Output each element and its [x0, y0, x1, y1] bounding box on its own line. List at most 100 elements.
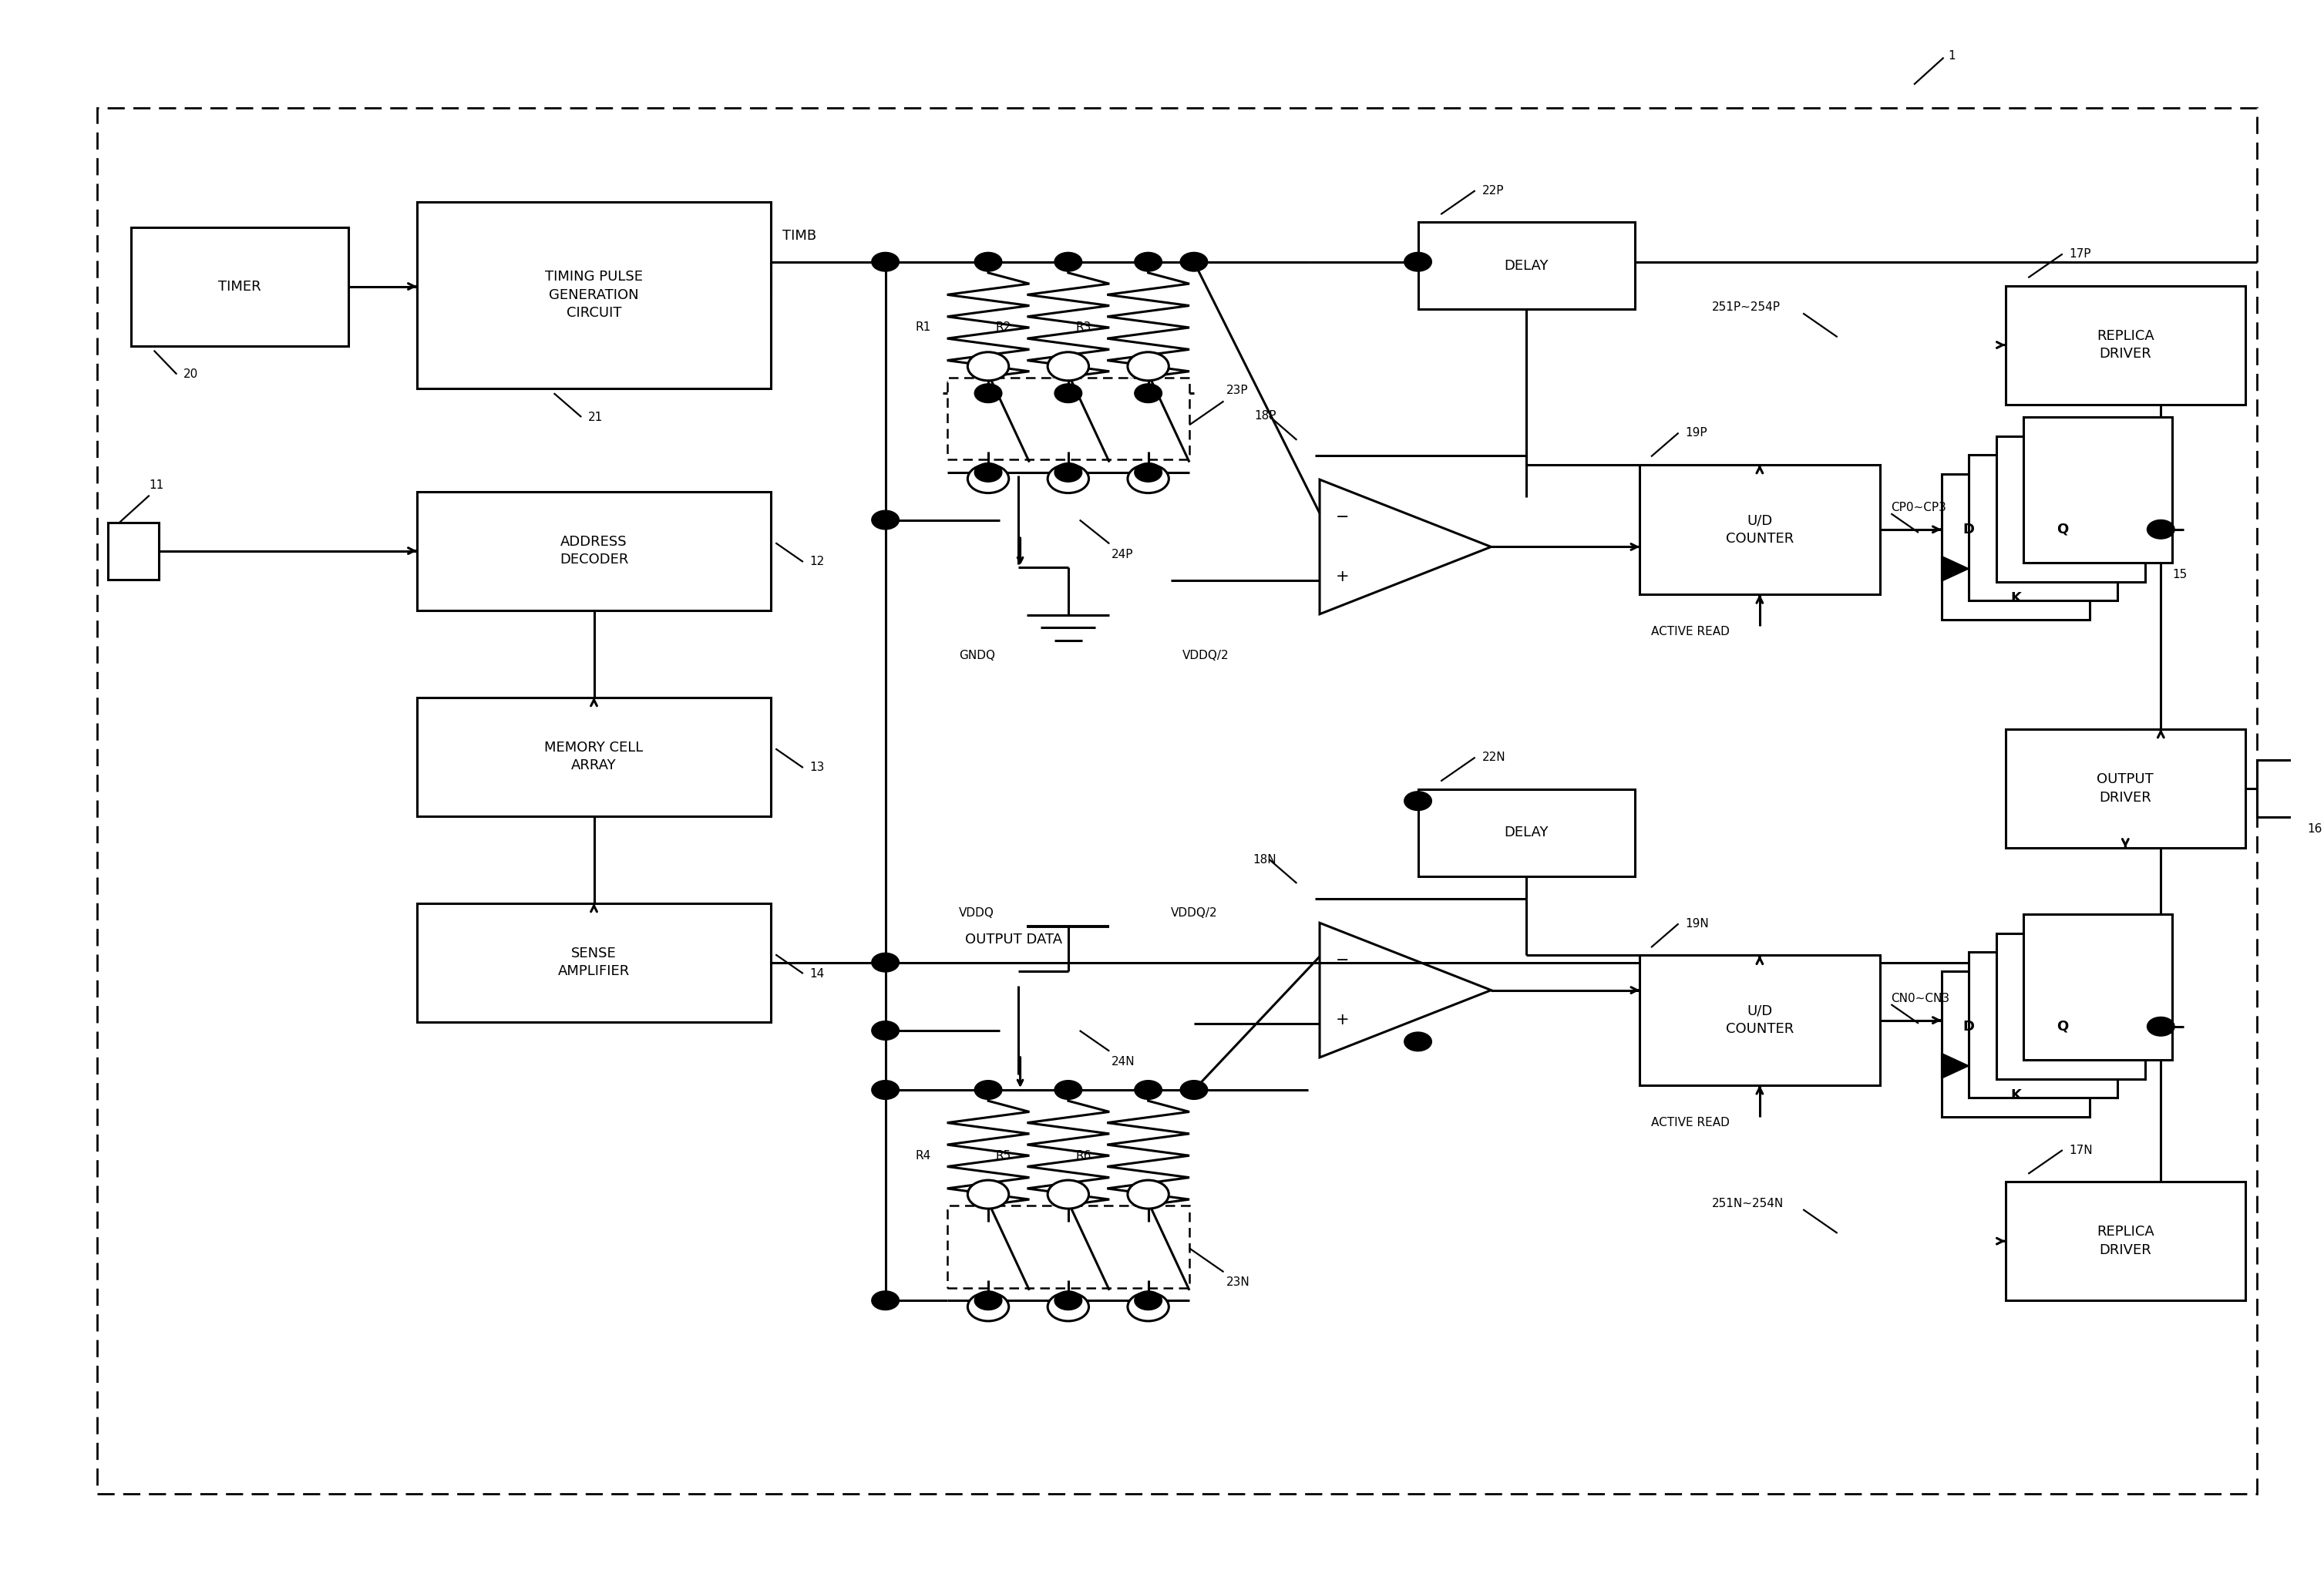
- Text: 17P: 17P: [2068, 249, 2092, 260]
- Bar: [98, 108, 2257, 1494]
- Bar: [1996, 932, 2145, 1079]
- Text: D: D: [1964, 1020, 1975, 1033]
- Text: MEMORY CELL
ARRAY: MEMORY CELL ARRAY: [544, 741, 644, 773]
- Text: +: +: [1336, 569, 1350, 583]
- Text: 23N: 23N: [1227, 1277, 1250, 1288]
- Circle shape: [1048, 464, 1090, 493]
- Text: TIMB: TIMB: [783, 230, 816, 242]
- Text: ACTIVE READ: ACTIVE READ: [1650, 1117, 1729, 1129]
- Text: −: −: [1336, 510, 1350, 524]
- Text: 16: 16: [2308, 823, 2322, 835]
- Circle shape: [974, 384, 1002, 403]
- Text: TIMING PULSE
GENERATION
CIRCUIT: TIMING PULSE GENERATION CIRCUIT: [546, 269, 644, 320]
- Circle shape: [872, 1022, 899, 1039]
- Circle shape: [1134, 1291, 1162, 1310]
- Circle shape: [1134, 384, 1162, 403]
- Text: U/D
COUNTER: U/D COUNTER: [1727, 1004, 1794, 1036]
- Bar: [2006, 1181, 2245, 1301]
- Circle shape: [967, 1180, 1009, 1208]
- Circle shape: [1404, 1033, 1432, 1050]
- Text: 24P: 24P: [1111, 548, 1134, 559]
- Text: +: +: [1336, 1012, 1350, 1028]
- Text: R1: R1: [916, 322, 932, 333]
- Text: VDDQ: VDDQ: [960, 907, 995, 918]
- Bar: [109, 523, 158, 579]
- Text: TIMER: TIMER: [218, 279, 260, 293]
- Circle shape: [1127, 352, 1169, 381]
- Bar: [1968, 454, 2117, 601]
- Circle shape: [1055, 1291, 1083, 1310]
- Text: GNDQ: GNDQ: [960, 650, 995, 662]
- Bar: [1996, 437, 2145, 582]
- Text: 18P: 18P: [1255, 410, 1276, 422]
- Circle shape: [1127, 1293, 1169, 1321]
- Text: R3: R3: [1076, 322, 1090, 333]
- Circle shape: [1055, 462, 1083, 481]
- Text: ADDRESS
DECODER: ADDRESS DECODER: [560, 534, 627, 567]
- Bar: [2024, 418, 2173, 563]
- Text: K: K: [2010, 591, 2022, 604]
- Bar: [1641, 464, 1880, 595]
- Text: U/D
COUNTER: U/D COUNTER: [1727, 513, 1794, 545]
- Text: 251P∼254P: 251P∼254P: [1713, 301, 1780, 314]
- Text: REPLICA
DRIVER: REPLICA DRIVER: [2096, 1226, 2154, 1258]
- Circle shape: [872, 510, 899, 529]
- Text: DELAY: DELAY: [1504, 826, 1548, 840]
- Polygon shape: [1941, 1054, 1968, 1079]
- Circle shape: [974, 462, 1002, 481]
- Bar: [1941, 473, 2089, 620]
- Circle shape: [1048, 352, 1090, 381]
- Circle shape: [1404, 792, 1432, 810]
- Circle shape: [1127, 1180, 1169, 1208]
- Text: 17N: 17N: [2068, 1144, 2094, 1156]
- Circle shape: [1134, 462, 1162, 481]
- Text: OUTPUT DATA: OUTPUT DATA: [964, 932, 1062, 947]
- Circle shape: [1048, 1180, 1090, 1208]
- Circle shape: [1055, 1081, 1083, 1100]
- Circle shape: [967, 464, 1009, 493]
- Circle shape: [872, 1291, 899, 1310]
- Text: 18N: 18N: [1253, 854, 1276, 866]
- Text: VDDQ/2: VDDQ/2: [1183, 650, 1229, 662]
- Circle shape: [967, 1293, 1009, 1321]
- Bar: [1641, 955, 1880, 1086]
- Text: 23P: 23P: [1227, 384, 1248, 397]
- Text: CN0∼CN3: CN0∼CN3: [1892, 993, 1950, 1004]
- Circle shape: [974, 252, 1002, 271]
- Text: 20: 20: [184, 368, 198, 379]
- Text: R4: R4: [916, 1149, 932, 1162]
- Circle shape: [1181, 252, 1208, 271]
- Circle shape: [872, 252, 899, 271]
- Bar: [1941, 971, 2089, 1117]
- Circle shape: [2147, 1017, 2175, 1036]
- Text: 21: 21: [588, 411, 602, 422]
- Bar: [948, 378, 1190, 459]
- Text: Q: Q: [2057, 1020, 2068, 1033]
- Text: 19N: 19N: [1685, 918, 1708, 929]
- Text: K: K: [2010, 1089, 2022, 1101]
- Text: D: D: [1964, 523, 1975, 536]
- Circle shape: [1404, 252, 1432, 271]
- Circle shape: [2147, 520, 2175, 539]
- Text: 22P: 22P: [1483, 185, 1504, 196]
- Circle shape: [872, 953, 899, 972]
- Bar: [416, 202, 772, 389]
- Text: 12: 12: [811, 556, 825, 567]
- Text: −: −: [1336, 953, 1350, 968]
- Bar: [948, 1205, 1190, 1288]
- Text: VDDQ/2: VDDQ/2: [1171, 907, 1218, 918]
- Bar: [2006, 285, 2245, 405]
- Text: R5: R5: [995, 1149, 1011, 1162]
- Circle shape: [1055, 252, 1083, 271]
- Circle shape: [872, 1081, 899, 1100]
- Circle shape: [974, 1081, 1002, 1100]
- Bar: [1418, 222, 1636, 309]
- Circle shape: [1127, 464, 1169, 493]
- Bar: [130, 226, 349, 346]
- Text: 19P: 19P: [1685, 427, 1708, 438]
- Circle shape: [974, 1291, 1002, 1310]
- Bar: [2024, 915, 2173, 1060]
- Text: CP0∼CP3: CP0∼CP3: [1892, 502, 1948, 513]
- Circle shape: [1181, 1081, 1208, 1100]
- Text: Q: Q: [2057, 523, 2068, 536]
